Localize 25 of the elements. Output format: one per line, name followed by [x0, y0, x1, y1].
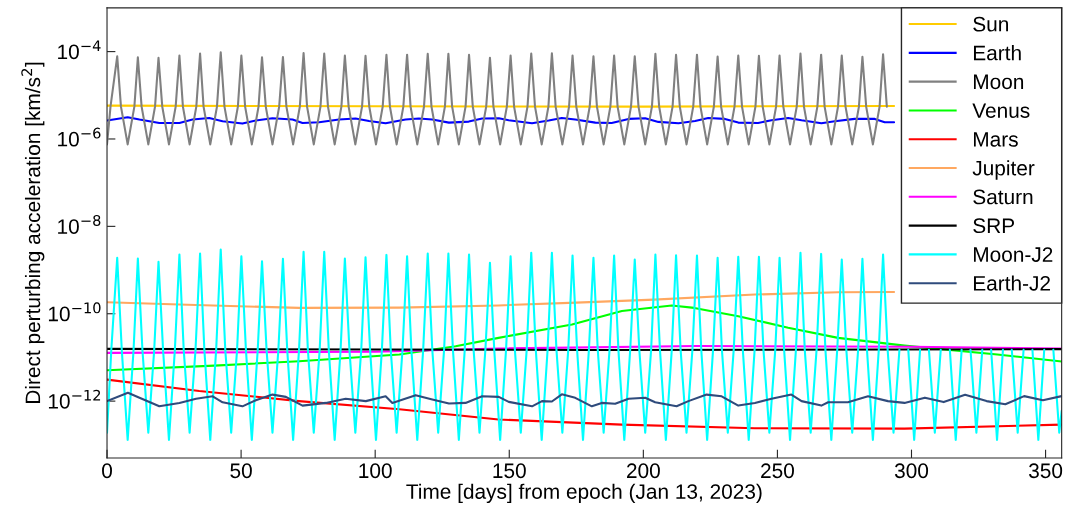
- x-tick-label: 0: [102, 463, 112, 479]
- y-tick-label: 10$^{−12}$: [48, 389, 101, 409]
- legend-label: Moon: [973, 74, 1024, 90]
- x-tick-label: 50: [230, 463, 252, 479]
- y-tick-label: 10$^{−6}$: [58, 127, 101, 147]
- x-tick-label: 150: [493, 463, 526, 479]
- x-axis-title: Time [days] from epoch (Jan 13, 2023): [406, 483, 762, 504]
- x-tick-label: 250: [761, 463, 794, 479]
- y-tick-label: 10$^{−4}$: [58, 40, 101, 60]
- x-tick-label: 100: [359, 463, 392, 479]
- legend-label: Venus: [972, 103, 1030, 118]
- legend-label: SRP: [973, 218, 1015, 234]
- legend-label: Saturn: [973, 189, 1033, 205]
- y-tick-label: 10$^{−8}$: [58, 214, 101, 234]
- legend-label: Moon-J2: [973, 247, 1053, 262]
- legend-label: Earth-J2: [973, 275, 1050, 291]
- legend-label: Mars: [973, 132, 1018, 147]
- legend-label: Sun: [973, 16, 1008, 32]
- legend-label: Jupiter: [972, 160, 1035, 180]
- legend-label: Earth: [973, 45, 1021, 61]
- x-tick-label: 350: [1028, 463, 1063, 479]
- x-tick-label: 200: [627, 463, 660, 479]
- x-tick-label: 300: [894, 463, 929, 479]
- y-tick-label: 10$^{−10}$: [48, 302, 101, 322]
- y-axis-title: Direct perturbing acceleration [km/s$^{2}$]: [21, 62, 45, 403]
